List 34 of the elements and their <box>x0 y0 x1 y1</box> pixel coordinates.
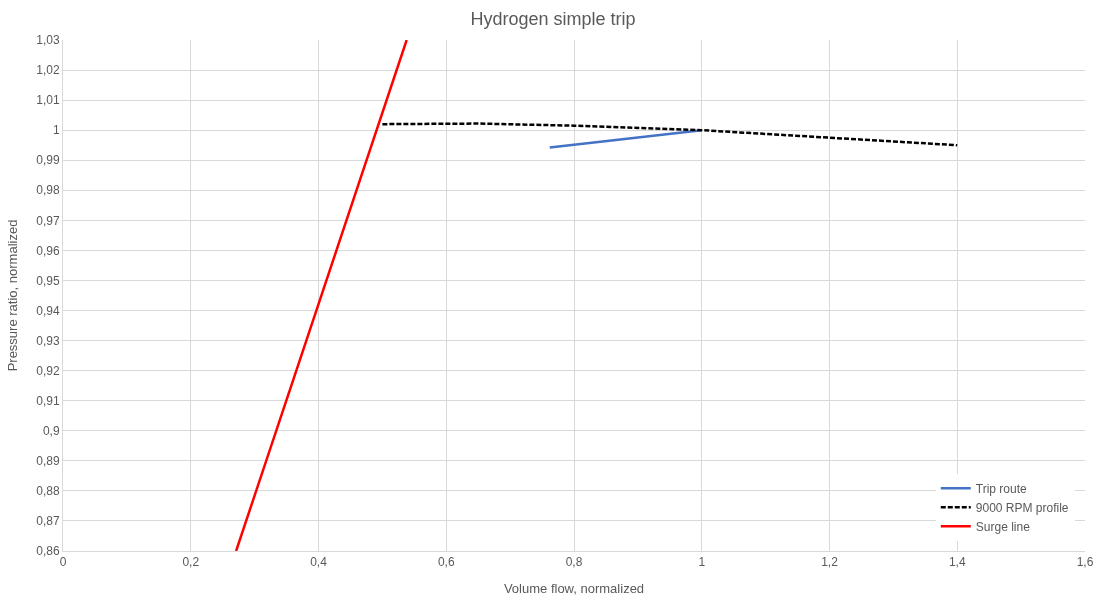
y-tick-label: 0,86 <box>36 544 60 559</box>
x-axis-title: Volume flow, normalized <box>503 581 645 596</box>
x-tick-label: 0,4 <box>310 555 328 570</box>
y-tick-label: 0,95 <box>36 273 60 288</box>
x-tick-label: 0,2 <box>182 555 200 570</box>
line-series <box>381 122 959 147</box>
y-tick-label: 1,02 <box>36 63 60 78</box>
y-tick-label: 0,96 <box>36 243 60 258</box>
x-tick-label: 0 <box>59 555 67 570</box>
y-tick-label: 0,94 <box>36 303 60 318</box>
y-tick-label: 0,98 <box>36 183 60 198</box>
x-tick-label: 1 <box>698 555 706 570</box>
y-tick-label: 1,01 <box>36 93 60 108</box>
y-tick-label: 0,92 <box>36 363 60 378</box>
y-tick-label: 0,89 <box>36 454 60 469</box>
x-tick-label: 1,6 <box>1076 555 1094 570</box>
legend-label: 9000 RPM profile <box>975 500 1069 515</box>
y-tick-label: 0,88 <box>36 484 60 499</box>
y-tick-label: 0,87 <box>36 514 60 529</box>
x-tick-label: 1,2 <box>821 555 839 570</box>
x-tick-label: 1,4 <box>948 555 966 570</box>
x-tick-label: 0,8 <box>565 555 583 570</box>
x-tick-label: 0,6 <box>437 555 455 570</box>
y-tick-label: 1,03 <box>36 33 60 48</box>
y-axis-title: Pressure ratio, normalized <box>5 219 21 372</box>
y-tick-label: 0,97 <box>36 213 60 228</box>
y-tick-label: 0,93 <box>36 333 60 348</box>
y-tick-label: 0,99 <box>36 153 60 168</box>
y-tick-label: 0,9 <box>42 423 60 438</box>
legend-label: Trip route <box>975 481 1028 496</box>
y-tick-label: 1 <box>52 123 60 138</box>
y-tick-label: 0,91 <box>36 393 60 408</box>
chart-title: Hydrogen simple trip <box>470 8 636 29</box>
legend-label: Surge line <box>975 519 1031 534</box>
